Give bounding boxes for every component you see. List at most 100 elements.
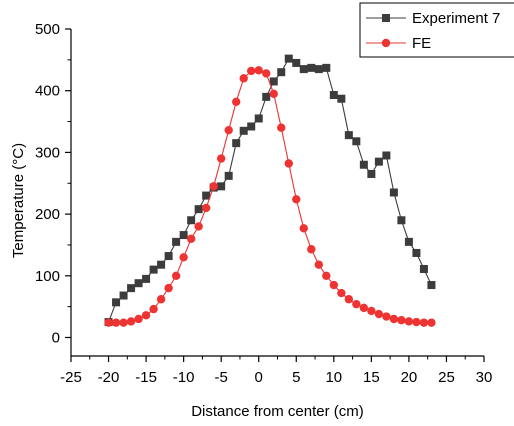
data-point — [186, 234, 196, 243]
legend-label: FE — [412, 35, 431, 52]
data-point — [412, 248, 421, 257]
data-point — [427, 318, 436, 327]
legend-label: Experiment 7 — [412, 10, 500, 27]
data-point — [179, 231, 188, 240]
data-point — [412, 317, 421, 327]
legend: Experiment 7 FE — [359, 2, 514, 58]
data-point — [194, 205, 203, 214]
data-point — [374, 157, 383, 166]
data-point — [119, 291, 128, 300]
data-point — [337, 94, 346, 103]
data-point — [127, 284, 136, 293]
data-point — [314, 260, 323, 269]
data-point — [179, 253, 188, 262]
data-point — [269, 77, 278, 86]
y-tick-label: 100 — [35, 268, 60, 285]
data-point — [352, 137, 361, 146]
data-point — [201, 203, 211, 213]
data-point — [284, 159, 293, 168]
data-point — [171, 271, 181, 280]
data-point — [134, 314, 143, 324]
data-point — [254, 66, 263, 75]
data-point — [329, 280, 339, 290]
x-tick-label: 0 — [255, 369, 263, 386]
series-1 — [104, 54, 436, 327]
x-tick-label: 15 — [363, 369, 380, 386]
data-point — [314, 65, 323, 74]
data-point — [427, 281, 436, 290]
data-point — [284, 54, 293, 63]
data-point — [292, 58, 301, 67]
data-point — [359, 303, 369, 313]
axes — [65, 28, 485, 362]
data-point — [104, 318, 113, 327]
data-point — [322, 63, 331, 72]
data-point — [329, 91, 338, 100]
data-point — [134, 279, 143, 288]
series-line — [108, 69, 432, 324]
data-point — [277, 68, 286, 77]
x-tick-label: 30 — [476, 369, 493, 386]
data-point — [142, 274, 151, 283]
y-tick-label: 500 — [35, 21, 60, 38]
data-point — [322, 271, 331, 280]
x-tick-label: 5 — [292, 369, 300, 386]
data-point — [141, 311, 151, 320]
plot-area — [104, 54, 436, 327]
data-point — [239, 74, 248, 83]
data-point — [172, 237, 181, 246]
data-point — [187, 216, 196, 225]
y-tick-label: 400 — [35, 83, 60, 100]
series-2 — [104, 66, 436, 327]
data-point — [307, 245, 316, 254]
data-point — [419, 318, 429, 327]
legend-marker — [381, 38, 391, 48]
data-point — [352, 299, 361, 309]
data-point — [359, 160, 368, 169]
data-point — [209, 182, 218, 191]
data-point — [389, 314, 399, 324]
y-tick-label: 300 — [35, 144, 60, 161]
x-tick-label: -15 — [135, 369, 157, 386]
legend-marker — [382, 14, 390, 22]
x-tick-label: -5 — [215, 369, 228, 386]
x-axis-title: Distance from center (cm) — [191, 403, 364, 420]
data-point — [404, 317, 414, 326]
data-point — [344, 295, 354, 304]
y-tick-label: 200 — [35, 206, 60, 223]
x-tick-label: 25 — [438, 369, 455, 386]
data-point — [247, 66, 256, 76]
data-point — [254, 114, 263, 123]
data-point — [247, 122, 256, 131]
data-point — [157, 260, 166, 269]
data-point — [344, 131, 353, 140]
data-point — [389, 188, 398, 197]
data-point — [382, 151, 391, 160]
data-point — [262, 69, 271, 78]
data-point — [382, 312, 391, 321]
data-point — [239, 126, 248, 135]
data-point — [397, 216, 406, 225]
legend-entry: Experiment 7 — [366, 10, 500, 27]
x-tick-label: 20 — [401, 369, 418, 386]
tick-labels: -25 -20 -15 -10 -5 0 5 10 15 20 25 3001002003004005… — [35, 21, 492, 386]
x-tick-label: -20 — [98, 369, 120, 386]
data-point — [156, 295, 166, 304]
data-point — [299, 224, 308, 233]
y-tick-label: 0 — [52, 329, 60, 346]
data-point — [149, 265, 158, 274]
data-point — [164, 283, 173, 293]
data-point — [164, 252, 173, 261]
data-point — [307, 63, 316, 72]
data-point — [374, 309, 384, 319]
data-point — [149, 304, 158, 314]
data-point — [367, 306, 376, 316]
x-tick-label: -10 — [173, 369, 195, 386]
data-point — [419, 265, 428, 274]
data-point — [262, 92, 271, 101]
data-point — [216, 154, 226, 163]
data-point — [397, 316, 406, 325]
data-point — [367, 169, 376, 178]
data-point — [404, 237, 413, 246]
